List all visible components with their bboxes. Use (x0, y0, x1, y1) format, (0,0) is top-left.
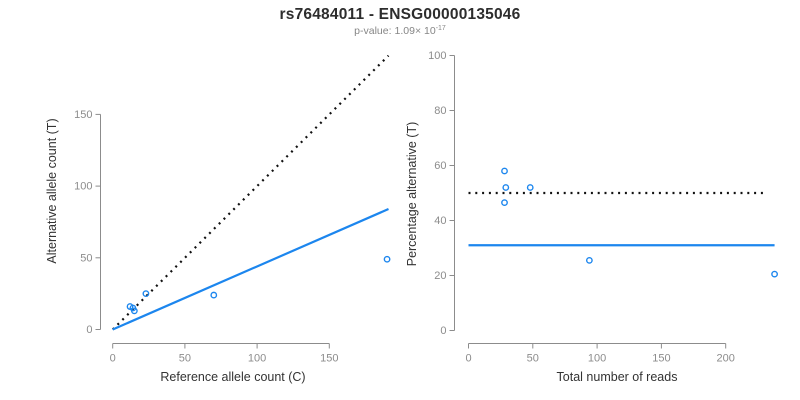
panel-right: 0 20 40 60 80 100 0 50 100 150 200 Percentage alter… (405, 50, 778, 384)
y-tick-label: 60 (434, 160, 446, 172)
x-tick-label: 50 (527, 353, 539, 365)
data-point (585, 256, 593, 264)
identity-line (111, 54, 390, 331)
data-point (142, 290, 150, 298)
y-tick-label: 0 (440, 325, 446, 337)
figure-title: rs76484011 - ENSG00000135046 (279, 6, 521, 23)
x-tick-label: 100 (588, 353, 606, 365)
data-point (526, 184, 534, 191)
y-tick-label: 80 (434, 105, 446, 117)
y-tick-label: 100 (74, 181, 92, 193)
x-tick-label: 150 (652, 353, 670, 365)
panel-left: 0 50 100 150 0 50 100 150 Alternative allele cou… (45, 54, 391, 384)
y-tick-label: 150 (74, 109, 92, 121)
y-tick-label: 20 (434, 270, 446, 282)
x-tick-label: 200 (717, 353, 735, 365)
x-tick-label: 0 (110, 353, 116, 365)
data-point (501, 167, 508, 175)
x-axis-title: Total number of reads (557, 370, 678, 384)
data-point (383, 255, 391, 263)
y-axis-title: Percentage alternative (T) (405, 122, 419, 267)
x-axis-title: Reference allele count (C) (160, 370, 305, 384)
data-point (130, 307, 138, 315)
regression-line (112, 208, 389, 331)
data-point (210, 291, 218, 299)
y-tick-label: 50 (80, 252, 92, 264)
y-tick-label: 40 (434, 215, 446, 227)
data-point (501, 199, 508, 207)
y-tick-label: 100 (428, 50, 446, 62)
x-tick-label: 50 (179, 353, 191, 365)
figure-subtitle: p-value: 1.09× 10-17 (0, 25, 800, 37)
pvalue-value: 1.09× 10 (394, 25, 436, 37)
x-tick-label: 150 (320, 353, 338, 365)
x-tick-label: 100 (248, 353, 266, 365)
pvalue-exponent: -17 (435, 25, 446, 32)
y-axis-title: Alternative allele count (T) (45, 118, 59, 263)
pvalue-label: p-value: (354, 25, 392, 37)
y-tick-label: 0 (86, 324, 92, 336)
x-tick-label: 0 (465, 353, 471, 365)
data-point (502, 184, 510, 191)
data-point (771, 270, 778, 278)
